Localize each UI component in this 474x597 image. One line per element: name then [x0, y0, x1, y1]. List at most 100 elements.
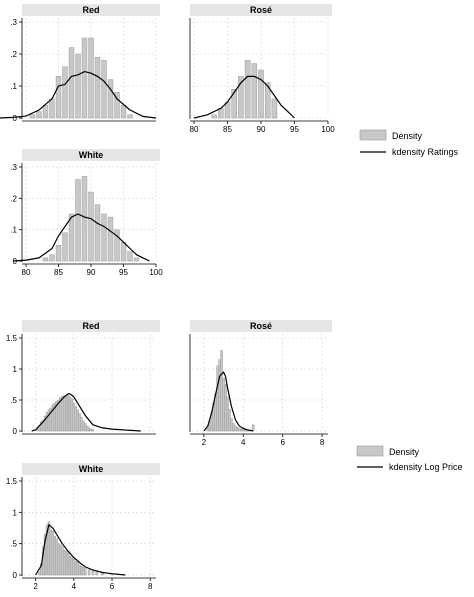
panel-strip [22, 4, 160, 16]
density-bar [49, 254, 55, 262]
density-bar [133, 257, 140, 262]
panel-title: Red [82, 321, 99, 331]
density-bar [94, 56, 101, 119]
legend-bottom-density-label: Density [389, 447, 420, 457]
density-bar [94, 204, 101, 262]
x-tick-label: 6 [110, 582, 115, 591]
density-bar [81, 37, 88, 119]
density-bar [55, 76, 62, 119]
y-tick-label: 1 [13, 508, 18, 517]
y-tick-label: .3 [10, 18, 17, 27]
y-tick-label: .5 [10, 396, 17, 405]
legend-bottom: Density kdensity Log Price [356, 445, 463, 472]
panel-strip [22, 320, 160, 332]
x-tick-label: 95 [290, 125, 299, 134]
density-bar [230, 418, 233, 432]
y-tick-label: 0 [13, 571, 18, 580]
x-tick-label: 6 [280, 438, 285, 447]
legend-top-density-swatch [359, 129, 387, 141]
density-bar [88, 191, 94, 262]
density-bar [29, 114, 36, 119]
density-bar [216, 365, 219, 432]
density-bar [62, 232, 68, 262]
density-bar [42, 104, 49, 119]
density-bar [244, 60, 251, 119]
panel-strip [22, 463, 160, 475]
density-bar [107, 216, 114, 262]
y-tick-label: 1.5 [6, 477, 18, 486]
y-tick-label: .2 [10, 194, 17, 203]
density-bar [101, 572, 104, 576]
density-bar [120, 104, 127, 119]
panel-4: Rosé 2 4 6 8 [189, 320, 332, 447]
density-bar [120, 241, 127, 262]
kdensity-line [0, 70, 157, 119]
density-bar [238, 76, 244, 119]
panel-0: Red 0 .1 .2 .3 [0, 4, 160, 123]
density-bar [228, 409, 231, 432]
density-bar [258, 69, 264, 119]
density-bar [62, 66, 68, 119]
density-bar [36, 111, 42, 119]
panel-title: Rosé [250, 321, 272, 331]
density-bar [206, 427, 210, 432]
x-tick-label: 85 [223, 125, 232, 134]
x-tick-label: 4 [241, 438, 246, 447]
y-tick-label: .2 [10, 50, 17, 59]
density-bar [107, 79, 114, 119]
panel-title: Red [82, 5, 99, 15]
density-bar [226, 396, 229, 432]
x-tick-label: 90 [257, 125, 266, 134]
kdensity-line [31, 393, 141, 432]
x-tick-label: 2 [33, 582, 38, 591]
panel-5: White 0 .5 1 1.5 2 4 6 8 [6, 463, 160, 591]
density-bar [114, 229, 120, 262]
legend-top-kdensity-label: kdensity Ratings [392, 147, 459, 157]
density-bar [55, 245, 62, 262]
x-tick-label: 80 [190, 125, 199, 134]
panel-strip [190, 320, 332, 332]
y-tick-label: .5 [10, 540, 17, 549]
density-bar [264, 82, 271, 119]
panel-title: White [79, 464, 104, 474]
panel-strip [22, 149, 160, 161]
density-bar [87, 569, 91, 576]
x-tick-label: 4 [72, 582, 77, 591]
density-bar [68, 47, 75, 119]
y-tick-label: .1 [10, 82, 17, 91]
density-bar [234, 425, 237, 432]
legend-bottom-kdensity-label: kdensity Log Price [389, 462, 463, 472]
density-bar [251, 424, 255, 432]
density-bar [91, 429, 95, 432]
y-tick-label: 1.5 [6, 334, 18, 343]
kdensity-line [12, 213, 150, 262]
density-bar [88, 37, 94, 119]
density-bar [101, 213, 107, 262]
density-bar [75, 53, 81, 119]
density-bar [75, 179, 81, 262]
density-bar [211, 114, 217, 119]
legend-bottom-density-swatch [356, 445, 384, 457]
panel-2: White 0 .1 .2 .3 80 85 90 95 100 [10, 149, 163, 277]
legend-top-density-label: Density [392, 131, 423, 141]
legend-top: Density kdensity Ratings [359, 129, 459, 157]
kdensity-line [203, 371, 254, 432]
y-tick-label: 1 [13, 365, 18, 374]
density-bar [81, 176, 88, 262]
y-tick-label: .3 [10, 163, 17, 172]
density-bar [127, 251, 133, 262]
density-bar [218, 359, 221, 432]
density-bar [68, 213, 75, 262]
density-bar [220, 350, 223, 432]
x-tick-label: 8 [148, 582, 153, 591]
x-tick-label: 90 [87, 268, 96, 277]
y-tick-label: 0 [13, 427, 18, 436]
x-tick-label: 8 [320, 438, 325, 447]
density-bar [101, 60, 107, 119]
y-tick-label: 0 [13, 257, 18, 266]
density-bar [238, 428, 241, 432]
density-bar [114, 92, 120, 119]
panel-1: Rosé 80 85 90 95 100 [190, 4, 335, 134]
x-tick-label: 100 [149, 268, 163, 277]
